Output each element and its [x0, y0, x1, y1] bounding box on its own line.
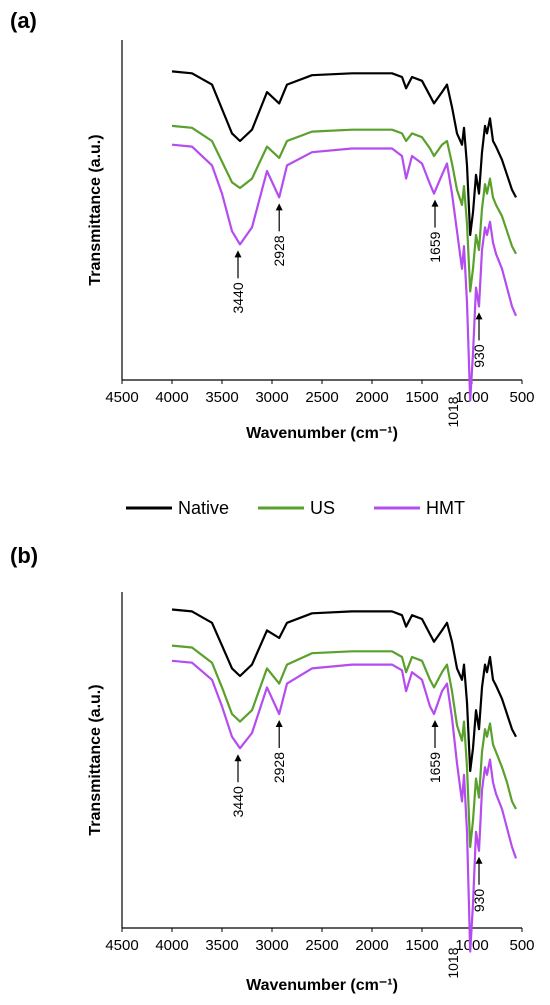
panel-a-annotation-label: 1659: [427, 231, 443, 262]
panel-b-x-tick-label: 3000: [255, 937, 288, 954]
panel-b-x-tick-label: 1000: [455, 937, 488, 954]
panel-b-x-axis-title: Wavenumber (cm⁻¹): [246, 977, 398, 994]
panel-a-annotation-label: 930: [471, 344, 487, 368]
panel-b-annotation-label: 930: [471, 889, 487, 913]
panel-a-x-tick-label: 4000: [155, 389, 188, 406]
panel-b-annotations: 3440 2928 1659 930 1018: [230, 720, 487, 979]
panel-a-annotation-arrowhead: [431, 199, 439, 207]
panel-a-x-tick-label: 3000: [255, 389, 288, 406]
panel-b-x-tick-label: 4500: [105, 937, 138, 954]
legend-label-hmt: HMT: [426, 498, 465, 518]
panel-b-series: [171, 608, 518, 953]
panel-a-y-axis-title: Transmittance (a.u.): [87, 134, 104, 285]
panel-a-x-tick-label: 2000: [355, 389, 388, 406]
panel-a-x-tick-label: 2500: [305, 389, 338, 406]
panel-a-x-tick-label: 1500: [405, 389, 438, 406]
panel-a-annotation-label: 2928: [271, 235, 287, 266]
legend-label-us: US: [310, 498, 335, 518]
panel-a-annotation-arrowhead: [475, 312, 483, 320]
panel-a-series-hmt: [171, 143, 518, 402]
panel-a-series: [171, 70, 518, 402]
panel-b-x-tick-label: 2000: [355, 937, 388, 954]
panel-b-annotation-arrowhead: [431, 720, 439, 727]
panel-b-x-tick-label: 4000: [155, 937, 188, 954]
legend-label-native: Native: [178, 498, 229, 518]
panel-b-y-axis-title: Transmittance (a.u.): [87, 684, 104, 835]
panel-a-x-ticks: 4500 4000 3500 3000 2500 2000 1500 1000 500: [105, 380, 535, 406]
panel-a-x-tick-label: 1000: [455, 389, 488, 406]
panel-a-annotation-arrowhead: [234, 250, 242, 258]
panel-a-x-tick-label: 500: [509, 389, 534, 406]
panel-a-annotation-label: 1018: [445, 396, 461, 427]
panel-a: (a) 4500 4000 3500 3000 2500 2000 1500 1000 500 …: [10, 8, 535, 442]
panel-b-x-tick-label: 1500: [405, 937, 438, 954]
panel-b-annotation-arrowhead: [234, 754, 242, 762]
panel-b-annotation-label: 1018: [445, 947, 461, 978]
panel-a-x-tick-label: 4500: [105, 389, 138, 406]
panel-a-annotations: 3440 2928 1659 930 1018: [230, 199, 487, 428]
panel-b: (b) 4500 4000 3500 3000 2500 2000 1500 1000 500 …: [10, 543, 535, 994]
panel-b-annotation-label: 1659: [427, 752, 443, 783]
panel-b-annotation-arrowhead: [475, 856, 483, 864]
legend: Native US HMT: [126, 498, 465, 518]
panel-b-annotation-label: 3440: [230, 786, 246, 817]
panel-a-annotation-label: 3440: [230, 282, 246, 313]
panel-a-series-native: [171, 70, 517, 237]
panel-b-annotation-arrowhead: [275, 720, 283, 727]
panel-b-label: (b): [10, 543, 38, 568]
panel-b-annotation-label: 2928: [271, 752, 287, 783]
panel-b-x-tick-label: 500: [509, 937, 534, 954]
panel-a-x-axis-title: Wavenumber (cm⁻¹): [246, 425, 398, 442]
panel-b-x-ticks: 4500 4000 3500 3000 2500 2000 1500 1000 500: [105, 928, 535, 954]
panel-b-x-tick-label: 3500: [205, 937, 238, 954]
panel-a-x-tick-label: 3500: [205, 389, 238, 406]
panel-b-series-hmt: [171, 659, 518, 953]
panel-b-x-tick-label: 2500: [305, 937, 338, 954]
panel-a-label: (a): [10, 8, 37, 33]
panel-a-annotation-arrowhead: [275, 203, 283, 211]
panel-b-series-us: [171, 644, 517, 849]
panel-b-series-native: [171, 608, 517, 773]
panel-a-series-us: [171, 124, 517, 293]
